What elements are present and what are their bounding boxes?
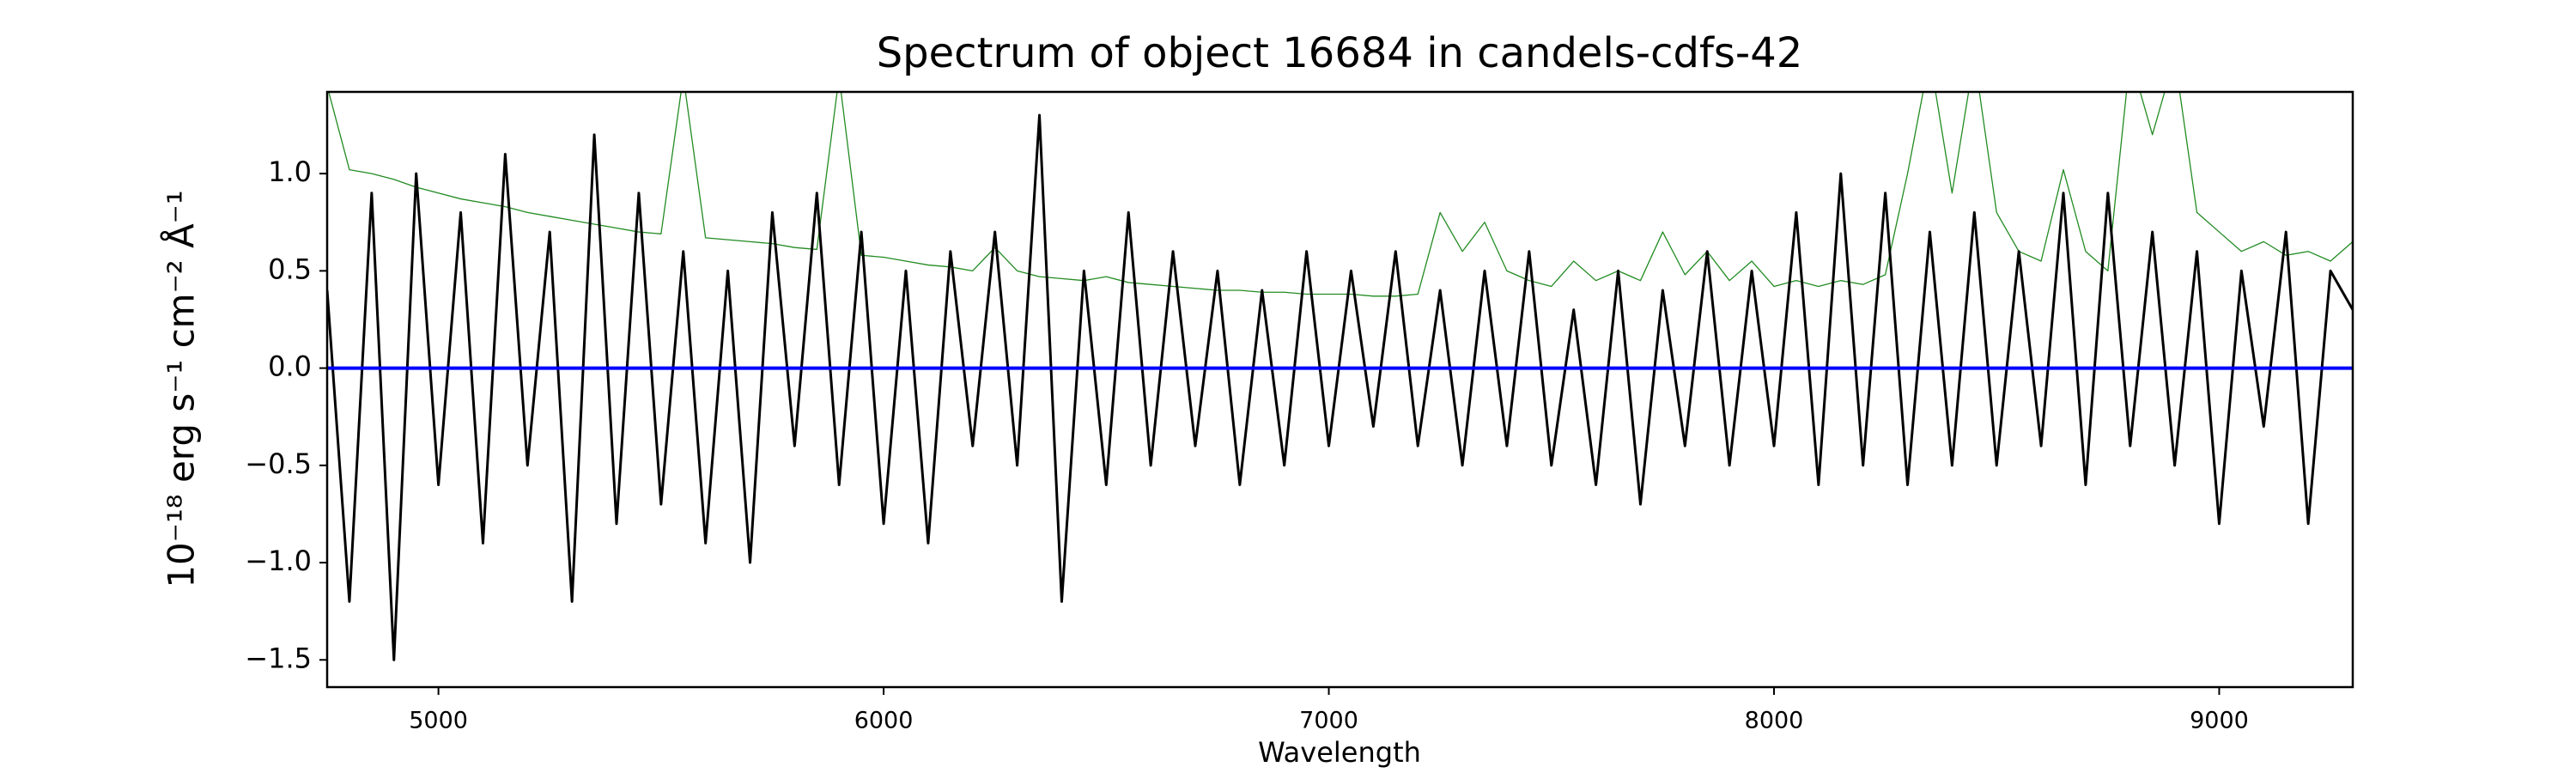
y-tick-label: −1.5 (245, 642, 312, 674)
chart-title: Spectrum of object 16684 in candels-cdfs… (877, 29, 1803, 77)
x-tick-label: 6000 (854, 708, 914, 734)
error-spectrum (328, 92, 2353, 297)
x-tick-label: 9000 (2190, 708, 2249, 734)
axes-frame (325, 90, 2354, 689)
x-tick-label: 5000 (409, 708, 468, 734)
y-tick-label: 0.5 (268, 253, 312, 285)
y-axis-label: 10⁻¹⁸ erg s⁻¹ cm⁻² Å⁻¹ (160, 190, 203, 587)
y-tick-label: 0.0 (268, 350, 312, 383)
x-tick-label: 7000 (1299, 708, 1358, 734)
x-tick-label: 8000 (1745, 708, 1804, 734)
y-tick-label: −1.0 (245, 545, 312, 577)
plot-area (327, 92, 2353, 661)
y-tick-label: 1.0 (268, 155, 312, 188)
y-tick-label: −0.5 (245, 447, 312, 480)
flux-spectrum (327, 113, 2353, 661)
x-axis-label: Wavelength (1258, 736, 1421, 769)
